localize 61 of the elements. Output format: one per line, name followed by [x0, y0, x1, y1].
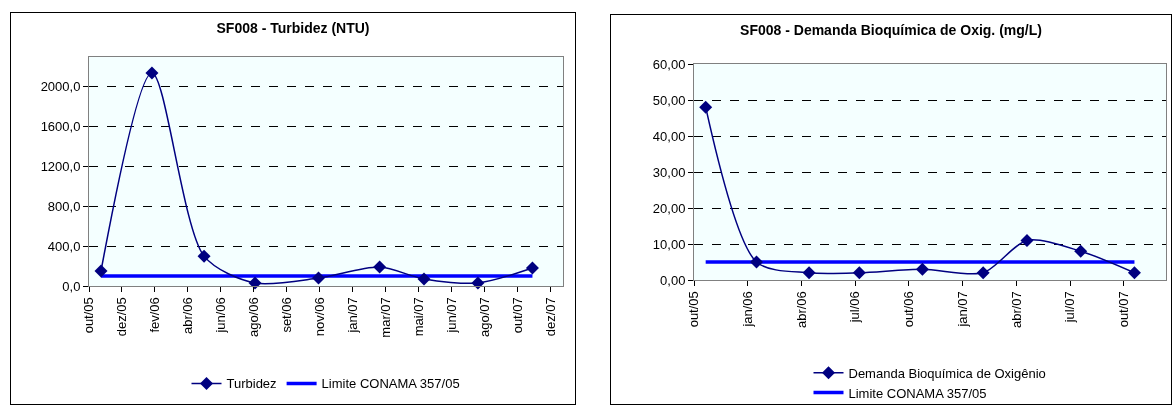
y-tick-label: 800,0: [47, 198, 81, 214]
y-tick-label: 0,0: [62, 278, 81, 294]
legend-label: Turbidez: [226, 376, 277, 392]
point: [1074, 244, 1088, 258]
x-tick-label: nov/06: [311, 297, 327, 337]
point: [525, 261, 539, 275]
x-tick-label: dez/05: [114, 297, 130, 337]
y-tick-label: 40,00: [652, 128, 686, 144]
legend-label: Limite CONAMA 357/05: [321, 376, 460, 392]
point: [1020, 233, 1034, 247]
x-tick-label: dez/07: [542, 297, 558, 337]
x-tick-label: abr/06: [793, 291, 809, 329]
y-tick-label: 2000,0: [40, 79, 81, 95]
y-tick-label: 400,0: [47, 238, 81, 254]
x-tick-label: jan/07: [954, 291, 970, 328]
point: [802, 266, 816, 280]
point: [373, 260, 387, 274]
y-tick-label: 20,00: [652, 200, 686, 216]
point: [94, 264, 108, 278]
point: [417, 272, 431, 286]
x-tick-label: ago/07: [476, 297, 492, 337]
y-tick-label: 60,00: [652, 56, 686, 72]
legend-label: Demanda Bioquímica de Oxigênio: [848, 365, 1046, 381]
chart-title: SF008 - Demanda Bioquímica de Oxig. (mg/L): [740, 21, 1042, 38]
x-tick-label: out/05: [81, 297, 97, 334]
x-tick-label: fev/06: [147, 297, 163, 333]
x-tick-label: jan/07: [344, 297, 360, 334]
x-tick-label: jun/07: [443, 297, 459, 334]
x-tick-label: abr/07: [1008, 291, 1024, 329]
x-tick-label: out/06: [901, 291, 917, 328]
x-tick-label: ago/06: [246, 297, 262, 337]
x-tick-label: set/06: [278, 297, 294, 333]
x-tick-label: out/07: [1116, 291, 1132, 328]
y-tick-label: 1600,0: [40, 119, 81, 135]
point: [312, 271, 326, 285]
x-tick-label: out/05: [686, 291, 702, 328]
point: [699, 100, 713, 114]
x-tick-label: mai/07: [410, 297, 426, 337]
y-tick-label: 50,00: [652, 92, 686, 108]
point: [197, 249, 211, 263]
point: [976, 266, 990, 280]
x-tick-label: jul/07: [1062, 291, 1078, 324]
x-tick-label: jan/06: [739, 291, 755, 328]
point: [1127, 266, 1141, 280]
x-tick-label: out/07: [509, 297, 525, 334]
y-tick-label: 1200,0: [40, 159, 81, 175]
point: [915, 262, 929, 276]
point: [852, 266, 866, 280]
y-tick-label: 10,00: [652, 236, 686, 252]
point: [750, 255, 763, 269]
y-tick-label: 30,00: [652, 164, 686, 180]
x-tick-label: mar/07: [377, 297, 393, 338]
point: [471, 276, 485, 290]
legend-label: Limite CONAMA 357/05: [848, 385, 987, 401]
y-tick-label: 0,00: [660, 272, 686, 288]
chart-title: SF008 - Turbidez (NTU): [216, 19, 370, 36]
point: [248, 276, 262, 290]
x-tick-label: jul/06: [847, 291, 863, 324]
x-tick-label: abr/06: [180, 297, 196, 335]
point: [145, 66, 159, 80]
x-tick-label: jun/06: [213, 297, 229, 334]
